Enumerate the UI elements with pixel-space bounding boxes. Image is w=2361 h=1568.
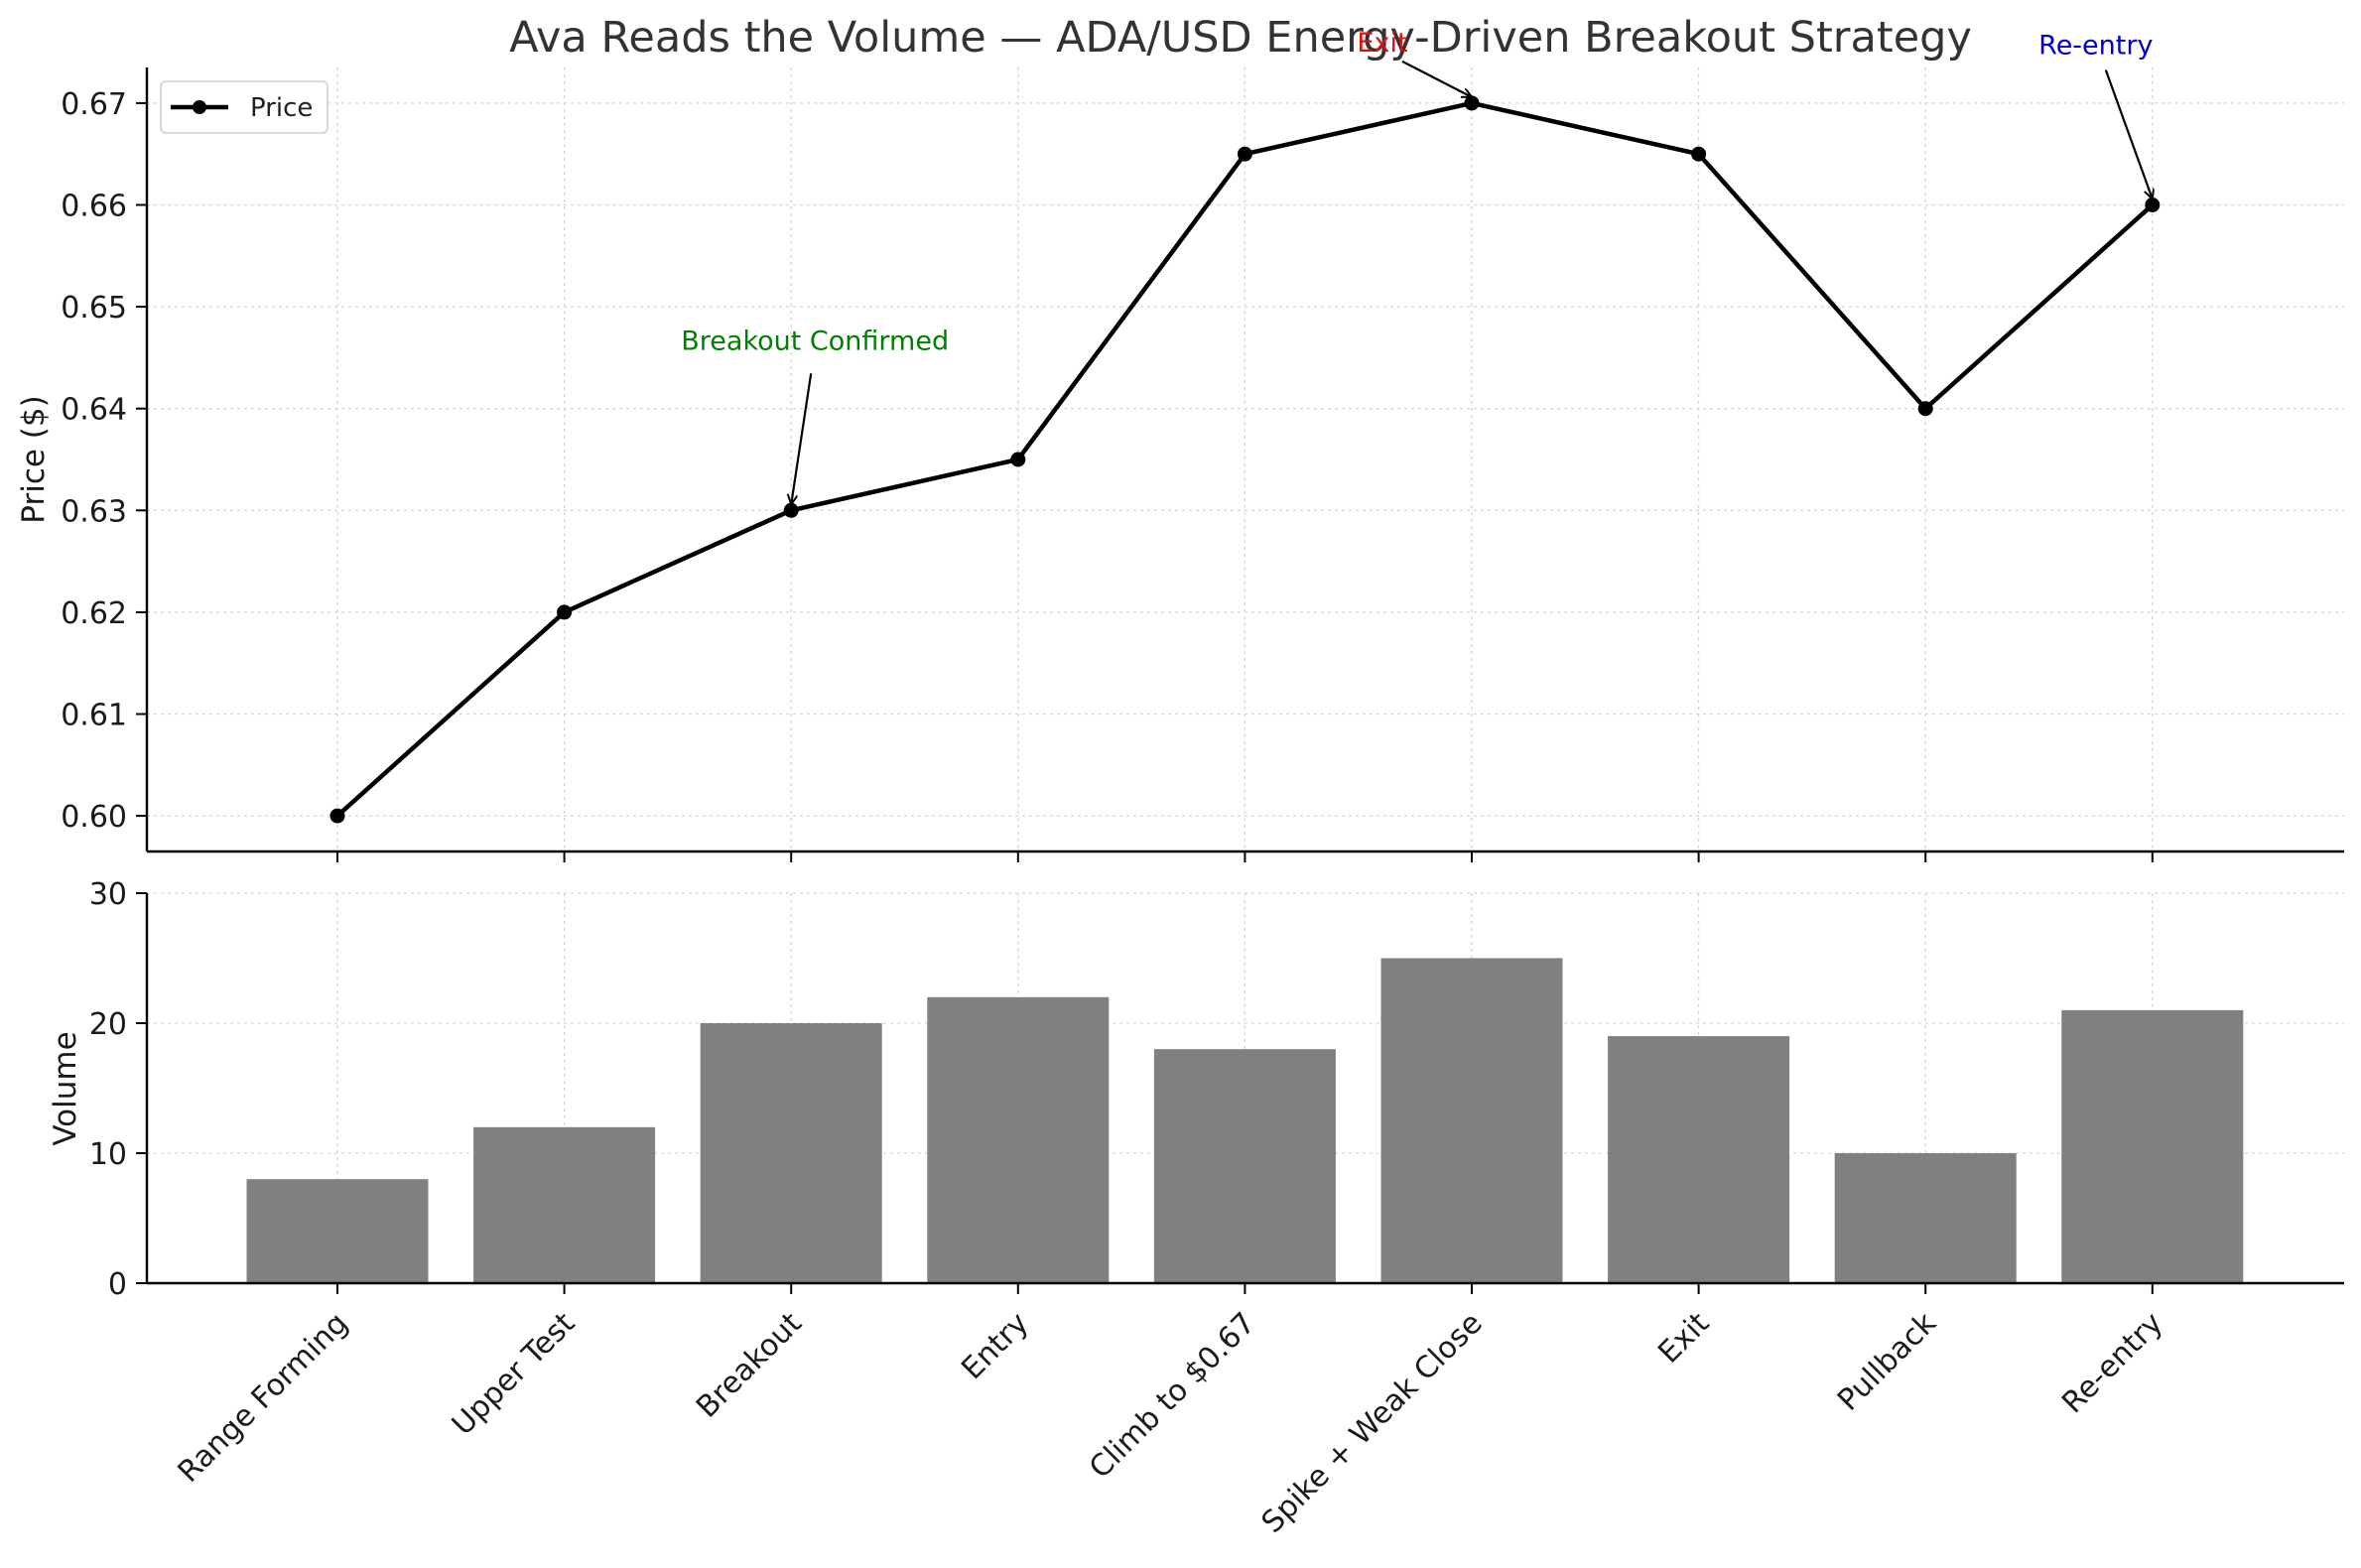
price-point	[1237, 146, 1252, 162]
legend-swatch-marker	[193, 100, 206, 114]
x-tick-label: Spike + Weak Close	[1255, 1306, 1490, 1540]
volume-y-tick-label: 20	[89, 1007, 127, 1042]
price-y-tick-label: 0.63	[61, 494, 127, 529]
price-point	[2145, 197, 2161, 213]
price-point	[1917, 401, 1933, 417]
x-tick-label: Breakout	[690, 1306, 809, 1425]
annotation-label: Breakout Confirmed	[681, 326, 949, 356]
chart-title: Ava Reads the Volume — ADA/USD Energy-Dr…	[509, 13, 1972, 63]
price-point	[783, 502, 799, 518]
volume-bar	[700, 1023, 882, 1283]
volume-bar	[1380, 958, 1563, 1283]
price-point	[1464, 95, 1480, 111]
price-gridlines	[147, 67, 2344, 851]
legend: Price	[160, 80, 328, 134]
price-y-tick-label: 0.62	[61, 596, 127, 631]
price-y-tick-label: 0.64	[61, 393, 127, 428]
price-y-ticks: 0.60 0.61 0.62 0.63 0.64 0.65 0.66 0.67	[61, 87, 147, 835]
volume-bar	[1153, 1049, 1336, 1283]
volume-x-ticks: Range Forming Upper Test Breakout Entry Clim…	[172, 1283, 2169, 1540]
volume-bar	[246, 1179, 429, 1283]
price-point	[1010, 452, 1026, 467]
volume-bar	[2061, 1009, 2244, 1283]
x-tick-label: Re-entry	[2055, 1306, 2169, 1420]
volume-bars	[246, 958, 2244, 1283]
legend-box	[160, 80, 328, 134]
annotation-arrow	[2104, 69, 2153, 199]
annotation-label: Exit	[1357, 28, 1407, 59]
x-tick-label: Upper Test	[446, 1306, 583, 1443]
price-y-tick-label: 0.67	[61, 87, 127, 122]
price-panel: 0.60 0.61 0.62 0.63 0.64 0.65 0.66 0.67 Price (…	[16, 28, 2344, 862]
price-y-tick-label: 0.65	[61, 291, 127, 326]
volume-bar	[473, 1126, 656, 1283]
annotations: Breakout Confirmed Exit Re-entry	[681, 28, 2153, 504]
annotation-label: Re-entry	[2038, 31, 2153, 62]
price-y-axis-label: Price ($)	[16, 395, 52, 523]
annotation-arrow	[1401, 60, 1472, 97]
volume-y-tick-label: 30	[89, 877, 127, 912]
volume-panel: 0 10 20 30 Range Forming Upper Test Breakout E…	[48, 877, 2344, 1540]
volume-y-tick-label: 0	[108, 1267, 127, 1302]
price-point	[1691, 146, 1707, 162]
price-points	[329, 95, 2161, 824]
legend-label-price: Price	[250, 93, 313, 123]
price-point	[329, 808, 345, 824]
x-tick-label: Pullback	[1831, 1305, 1943, 1417]
x-tick-label: Entry	[955, 1306, 1035, 1386]
volume-bar	[927, 996, 1110, 1283]
volume-y-tick-label: 10	[89, 1137, 127, 1172]
price-point	[557, 604, 573, 620]
x-tick-label: Range Forming	[172, 1306, 355, 1490]
annotation-arrow	[791, 373, 813, 504]
x-tick-label: Exit	[1651, 1306, 1716, 1371]
price-x-tick-marks	[336, 851, 2154, 862]
price-y-tick-label: 0.60	[61, 800, 127, 835]
price-y-tick-label: 0.61	[61, 698, 127, 732]
volume-y-axis-label: Volume	[48, 1031, 83, 1145]
volume-y-ticks: 0 10 20 30	[89, 877, 147, 1302]
price-y-tick-label: 0.66	[61, 190, 127, 224]
volume-bar	[1834, 1153, 2017, 1283]
volume-bar	[1608, 1036, 1790, 1283]
x-tick-label: Climb to $0.67	[1083, 1306, 1262, 1486]
